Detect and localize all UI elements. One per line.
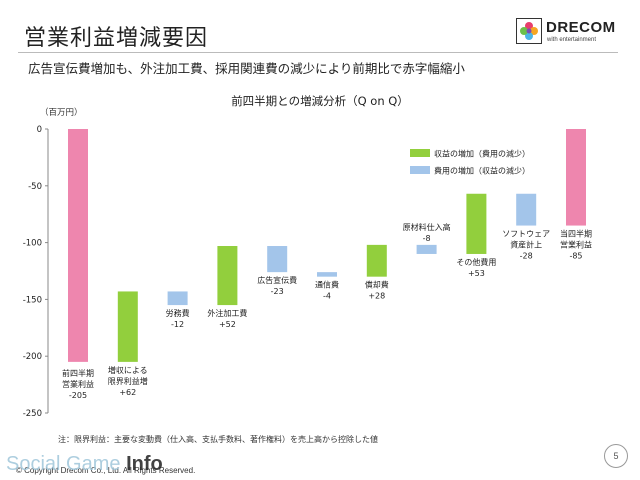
bar-category-label: 通信費	[315, 280, 339, 290]
waterfall-bar	[566, 129, 586, 226]
legend-swatch	[410, 149, 430, 157]
bar-value-label: -205	[69, 391, 87, 400]
bar-value-label: -8	[423, 234, 431, 243]
page-number: 5	[604, 444, 628, 468]
y-tick-label: -200	[23, 352, 42, 362]
chart-title: 前四半期との増減分析（Q on Q）	[231, 94, 409, 108]
waterfall-bar	[267, 246, 288, 273]
legend-label: 収益の増加（費用の減少）	[434, 149, 530, 159]
slide-subtitle: 広告宣伝費増加も、外注加工費、採用関連費の減少により前期比で赤字幅縮小	[28, 61, 465, 76]
waterfall-bar	[217, 246, 238, 306]
logo-wordmark: DRECOM	[546, 19, 616, 36]
bar-value-label: -23	[271, 287, 284, 296]
waterfall-bar	[317, 272, 337, 277]
bar-category-label: 当四半期	[560, 229, 592, 239]
company-logo: DRECOM with entertainment	[516, 18, 628, 48]
waterfall-bar	[117, 291, 138, 362]
bar-value-label: +52	[219, 320, 236, 329]
watermark-logo: Social Game Info	[6, 453, 163, 476]
bar-value-label: -12	[171, 320, 184, 329]
y-tick-label: -50	[28, 182, 42, 192]
waterfall-bar	[68, 129, 88, 362]
legend-swatch	[410, 166, 430, 174]
bar-category-label: 広告宣伝費	[257, 275, 297, 285]
bar-category-label: 資産計上	[510, 240, 542, 250]
bar-category-label: 営業利益	[62, 379, 94, 389]
drecom-flower-icon	[516, 18, 542, 44]
logo-tagline: with entertainment	[547, 37, 597, 43]
bar-value-label: +28	[368, 292, 385, 301]
footnote: 注：限界利益：主要な変動費（仕入高、支払手数料、著作権料）を売上高から控除した値	[58, 435, 378, 444]
bar-category-label: 営業利益	[560, 240, 592, 250]
page-title: 営業利益増減要因	[24, 26, 209, 51]
watermark-text: Social Game	[6, 453, 127, 475]
y-tick-label: 0	[37, 125, 42, 135]
copyright-text: © Copyright Drecom Co., Ltd. All Rights …	[16, 466, 196, 475]
bar-category-label: その他費用	[456, 257, 496, 267]
y-tick-label: -150	[23, 295, 42, 305]
bar-category-label: 前四半期	[62, 368, 94, 378]
bar-value-label: -85	[569, 252, 582, 261]
bar-value-label: +53	[468, 269, 485, 278]
waterfall-bar	[366, 244, 387, 277]
bar-category-label: 原材料仕入高	[403, 222, 451, 232]
waterfall-bar	[516, 193, 537, 226]
bar-category-label: 外注加工費	[207, 308, 247, 318]
bar-category-label: 増収による	[108, 365, 148, 375]
y-tick-label: -100	[23, 239, 42, 249]
bar-value-label: -28	[520, 252, 533, 261]
bar-value-label: +62	[119, 388, 136, 397]
legend-label: 費用の増加（収益の減少）	[434, 166, 530, 176]
title-divider	[18, 52, 618, 53]
watermark-bold: Info	[126, 453, 163, 475]
waterfall-bar	[466, 193, 487, 254]
bar-category-label: 限界利益増	[108, 376, 148, 386]
waterfall-bar	[167, 291, 188, 306]
bar-category-label: 労務費	[166, 308, 190, 318]
bar-category-label: ソフトウェア	[502, 230, 550, 239]
bar-category-label: 償却費	[365, 280, 389, 290]
y-tick-label: -250	[23, 409, 42, 419]
waterfall-bar	[416, 244, 437, 254]
y-axis-unit: （百万円）	[40, 108, 83, 118]
bar-value-label: -4	[323, 292, 331, 301]
